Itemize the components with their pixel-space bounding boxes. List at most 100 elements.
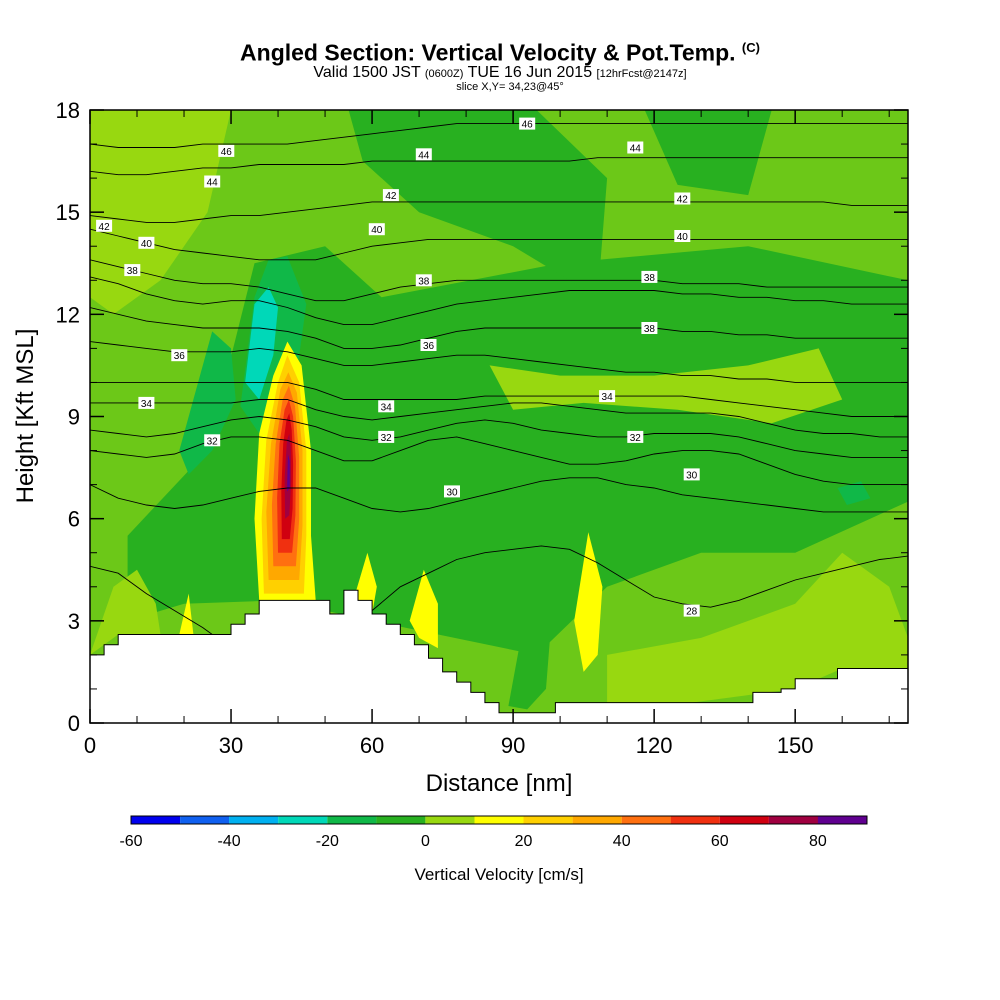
contour-label: 44 — [627, 141, 644, 155]
contour-label-box — [171, 349, 188, 362]
contour-label-text: 44 — [630, 144, 642, 155]
colorbar-tick-label: -40 — [218, 833, 241, 850]
contour-label: 28 — [683, 604, 700, 618]
theta-contour-38 — [90, 276, 908, 326]
colorbar-tick-label: -20 — [316, 833, 339, 850]
contour-label: 36 — [420, 339, 437, 352]
contour-label-box — [368, 223, 385, 236]
colorbar-label: Vertical Velocity [cm/s] — [414, 865, 583, 884]
contour-label-text: 44 — [418, 150, 430, 161]
contour-label: 42 — [382, 189, 399, 202]
colorbar-tick-label: -60 — [119, 833, 142, 850]
contour-label-box — [674, 192, 691, 205]
y-tick-label: 12 — [56, 302, 80, 327]
contour-label-text: 32 — [630, 433, 642, 444]
colorbar-swatch — [474, 816, 524, 824]
contour-label-box — [420, 339, 437, 351]
contour-label: 32 — [204, 434, 221, 447]
contour-label-text: 30 — [446, 487, 458, 498]
contour-label-box — [138, 236, 155, 249]
contour-label: 30 — [683, 468, 700, 481]
colorbar-frame — [130, 815, 868, 825]
x-axis-label: Distance [nm] — [426, 770, 573, 797]
contour-label-text: 34 — [141, 399, 153, 410]
theta-contour-38 — [90, 259, 908, 302]
slice-info: slice X,Y= 34,23@45° — [456, 80, 564, 93]
contour-label: 34 — [138, 396, 155, 410]
colorbar-swatch — [180, 816, 230, 824]
contour-label: 46 — [519, 117, 536, 131]
contour-label: 40 — [368, 223, 385, 236]
velocity-region-downdraft-core — [245, 287, 278, 400]
y-tick-label: 3 — [68, 609, 80, 634]
theta-contour-46 — [90, 123, 908, 148]
contour-label: 44 — [415, 148, 432, 161]
contour-label-box — [138, 396, 155, 409]
contour-label: 40 — [138, 236, 155, 250]
velocity-region-yellow-streak-c — [409, 569, 438, 649]
contour-label-text: 28 — [686, 607, 698, 618]
contour-labels: 28 30 32 32 34 34 36 36 38 38 40 42 44 46 40 40 42 42 44 44… — [96, 117, 700, 618]
contour-label-text: 42 — [677, 195, 689, 206]
velocity-region-downdraft-right — [837, 481, 871, 505]
contour-label-box — [415, 274, 432, 287]
contour-label: 42 — [96, 219, 113, 233]
colorbar-swatch — [376, 816, 426, 824]
colorbar-swatch — [621, 816, 671, 824]
contour-label: 38 — [641, 270, 658, 284]
contour-label: 38 — [415, 274, 432, 287]
contour-label-text: 46 — [221, 147, 233, 158]
x-axis: 0 30 60 90 120 150 — [84, 110, 890, 758]
subtitle-date: TUE 16 Jun 2015 — [467, 63, 593, 81]
theta-contour-34 — [90, 399, 908, 438]
velocity-region-left-upper-light — [90, 110, 231, 315]
colorbar-swatch — [327, 816, 377, 824]
contour-label-text: 38 — [127, 266, 139, 277]
theta-contour-44 — [90, 157, 908, 176]
contour-label-text: 40 — [371, 225, 383, 236]
y-tick-label: 0 — [68, 711, 80, 736]
contour-label-box — [124, 264, 141, 277]
velocity-region-yellow-streak-a — [574, 532, 603, 672]
contour-label: 44 — [204, 175, 221, 189]
colorbar-swatch — [572, 816, 622, 824]
contour-label-box — [599, 390, 616, 403]
contour-label-text: 32 — [381, 433, 393, 444]
y-tick-label: 18 — [56, 98, 80, 123]
y-axis-label: Height [Kft MSL] — [12, 329, 39, 504]
colorbar-tick-label: 0 — [421, 833, 430, 850]
colorbar-swatch — [523, 816, 573, 824]
y-tick-label: 9 — [68, 405, 80, 430]
theta-contour-34 — [90, 381, 908, 417]
colorbar-tick-label: 40 — [613, 833, 631, 850]
x-tick-label: 60 — [360, 733, 384, 758]
colorbar-tick-label: 20 — [515, 833, 533, 850]
chart-title: Angled Section: Vertical Velocity & Pot.… — [0, 36, 1000, 65]
x-tick-label: 0 — [84, 733, 96, 758]
contour-label-text: 38 — [644, 324, 656, 335]
contour-label-text: 32 — [207, 436, 219, 447]
chart-title-text: Angled Section: Vertical Velocity & Pot.… — [240, 39, 736, 66]
velocity-region-upd-80 — [287, 454, 290, 492]
contour-label-text: 34 — [602, 392, 614, 403]
contour-label-box — [627, 430, 644, 443]
contour-label: 32 — [378, 430, 395, 444]
contour-label-text: 46 — [522, 120, 534, 131]
velocity-region-updraft-right-low — [607, 552, 908, 703]
velocity-region-yellow-streak-d — [179, 593, 194, 635]
contour-label-text: 30 — [686, 470, 698, 481]
theta-contour-42 — [90, 201, 908, 223]
contour-label-box — [96, 219, 113, 232]
velocity-region-yellow-streak-b — [353, 552, 377, 614]
contour-label-text: 42 — [385, 191, 397, 202]
subtitle-forecast: [12hrFcst@2147z] — [596, 67, 687, 80]
contour-label-box — [415, 148, 432, 161]
contour-label-text: 40 — [141, 239, 153, 250]
velocity-region-upper-downdraft — [348, 110, 608, 298]
contour-label-box — [218, 144, 235, 157]
theta-contour-36 — [90, 341, 908, 383]
contour-label-text: 44 — [207, 178, 219, 189]
theta-contour-36 — [90, 307, 908, 349]
contour-label-box — [641, 322, 658, 334]
